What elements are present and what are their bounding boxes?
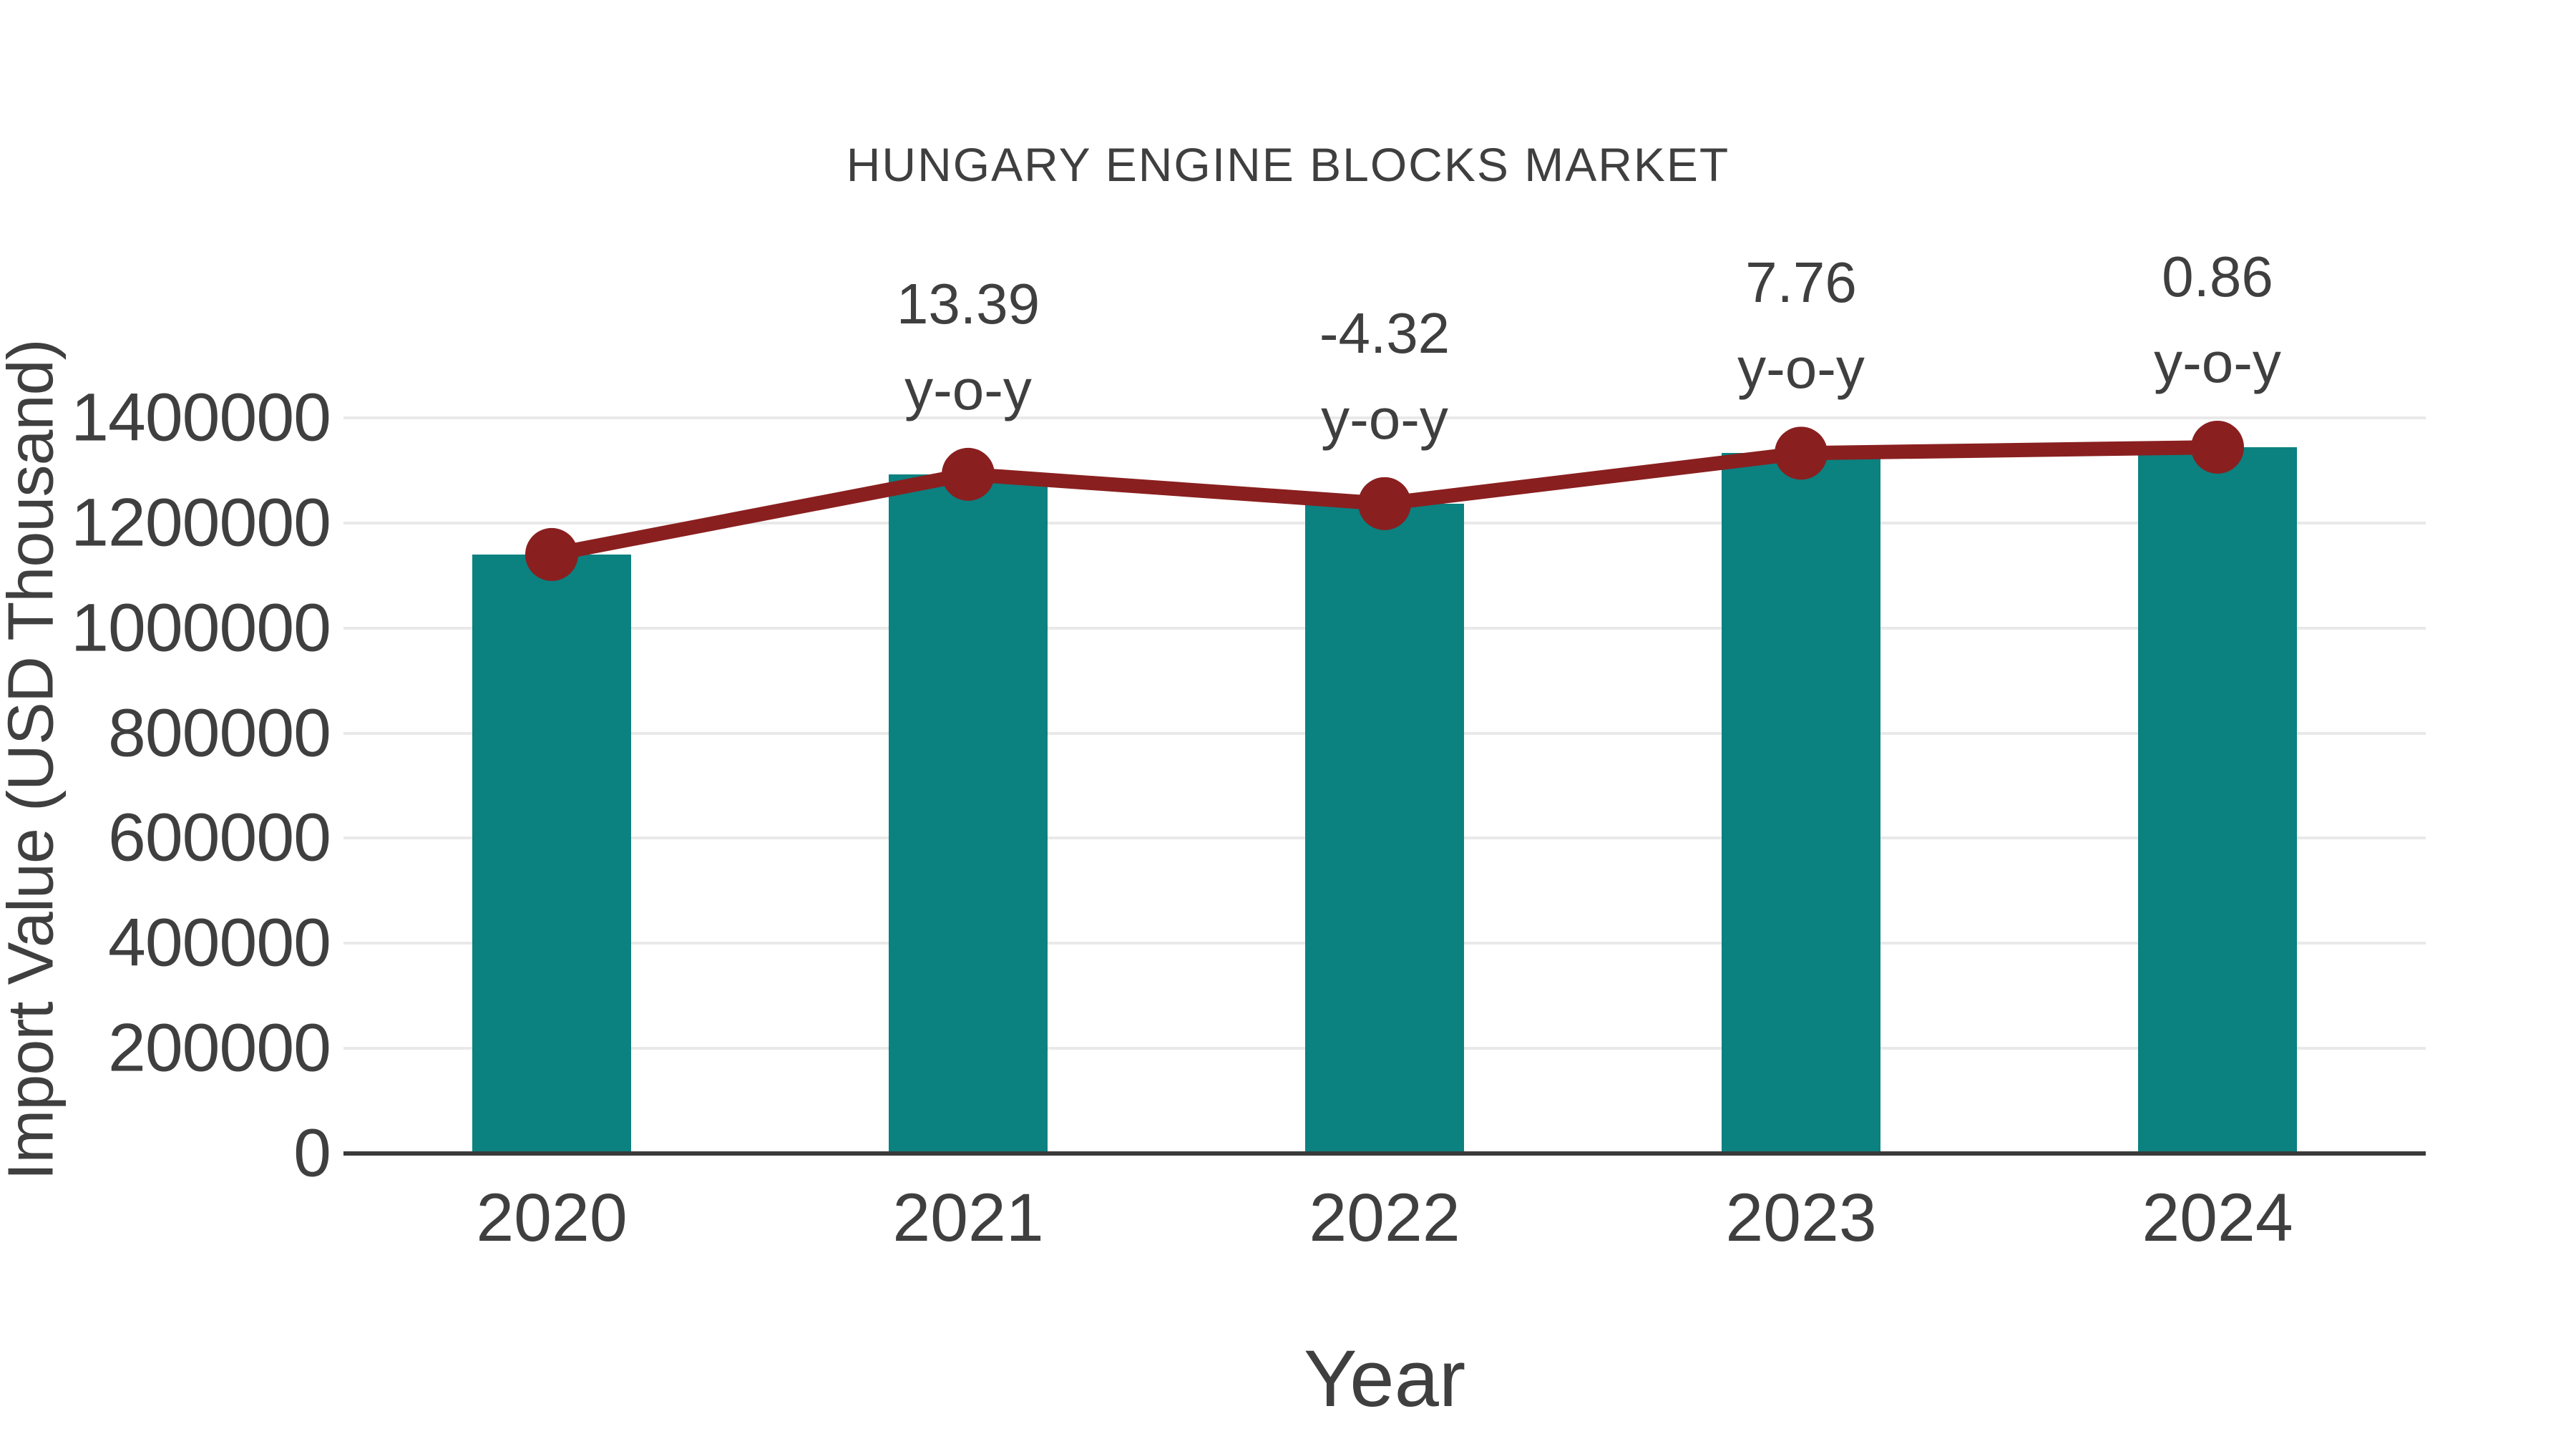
plot-area: 0 200000 400000 600000 800000 1000000 1200000 1… <box>71 245 2426 1256</box>
y-tick-label-1000000: 1000000 <box>71 590 331 666</box>
yoy-value-2023: 7.76 <box>1745 250 1857 315</box>
bar-2023 <box>1722 453 1880 1153</box>
x-axis-line <box>343 1151 2426 1156</box>
x-tick-label-2023: 2023 <box>1725 1180 1877 1256</box>
chart-title: HUNGARY ENGINE BLOCKS MARKET <box>846 138 1730 191</box>
line-marker-2020 <box>525 527 578 581</box>
yoy-annotation-2022: -4.32 y-o-y <box>1319 291 1450 462</box>
yoy-annotation-2021: 13.39 y-o-y <box>897 261 1040 433</box>
bar-2024 <box>2138 447 2297 1153</box>
line-marker-2023 <box>1775 426 1828 480</box>
x-tick-label-2020: 2020 <box>476 1180 628 1256</box>
y-tick-label-1200000: 1200000 <box>71 484 331 561</box>
x-tick-label-2021: 2021 <box>892 1180 1044 1256</box>
y-axis-label: Import Value (USD Thousand) <box>0 339 67 1181</box>
line-marker-2021 <box>942 447 995 501</box>
yoy-unit-2023: y-o-y <box>1737 336 1865 401</box>
bar-2020 <box>472 554 631 1153</box>
yoy-unit-2021: y-o-y <box>904 357 1032 421</box>
gridline-1400000 <box>343 416 2426 419</box>
bar-2021 <box>889 474 1048 1153</box>
y-tick-label-600000: 600000 <box>107 799 331 876</box>
line-marker-2022 <box>1358 477 1411 530</box>
y-tick-label-200000: 200000 <box>107 1010 331 1086</box>
x-tick-label-2022: 2022 <box>1309 1180 1460 1256</box>
yoy-value-2021: 13.39 <box>896 271 1040 336</box>
yoy-unit-2022: y-o-y <box>1321 386 1448 451</box>
yoy-value-2024: 0.86 <box>2162 244 2273 308</box>
y-tick-label-0: 0 <box>293 1115 331 1191</box>
yoy-unit-2024: y-o-y <box>2154 330 2281 394</box>
y-tick-label-1400000: 1400000 <box>71 379 331 456</box>
line-layer <box>525 420 2244 581</box>
yoy-annotation-2023: 7.76 y-o-y <box>1737 240 1865 411</box>
x-axis-label: Year <box>1303 1334 1466 1423</box>
x-tick-label-2024: 2024 <box>2142 1180 2293 1256</box>
yoy-value-2022: -4.32 <box>1319 301 1450 365</box>
bar-2022 <box>1305 503 1464 1153</box>
line-marker-2024 <box>2191 420 2244 474</box>
yoy-annotation-2024: 0.86 y-o-y <box>2154 234 2281 406</box>
y-tick-label-800000: 800000 <box>107 695 331 771</box>
y-tick-label-400000: 400000 <box>107 904 331 981</box>
